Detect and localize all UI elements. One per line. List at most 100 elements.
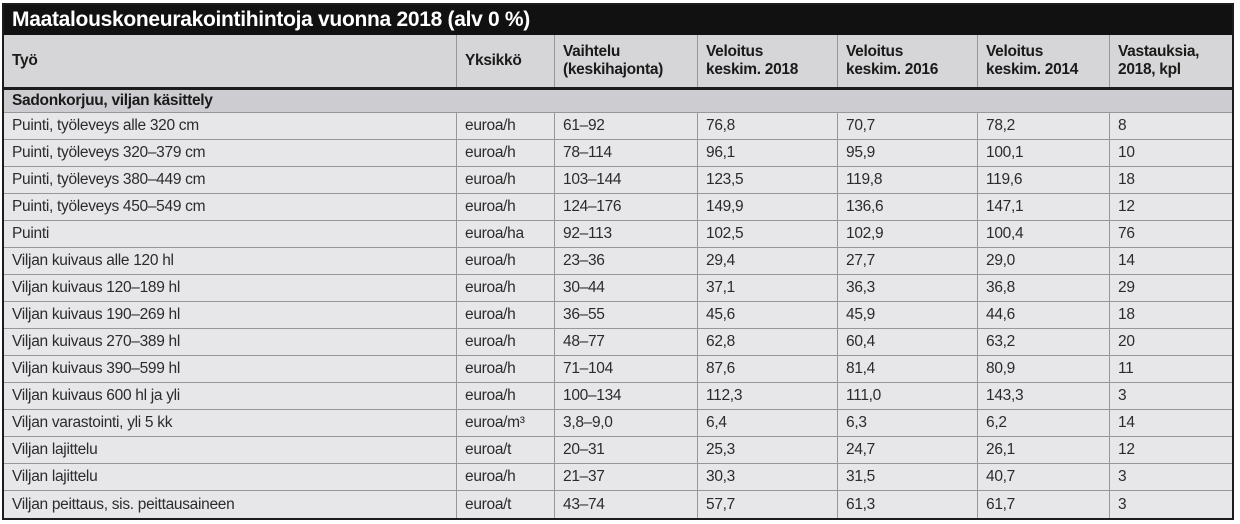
table-cell: euroa/h	[457, 275, 555, 301]
table-row: Puinti, työleveys 320–379 cm euroa/h 78–11…	[4, 140, 1232, 167]
table-cell: 31,5	[838, 464, 978, 490]
table-row: Puinti, työleveys alle 320 cm euroa/h 61–9…	[4, 113, 1232, 140]
table-cell: euroa/h	[457, 302, 555, 328]
table-cell: 96,1	[698, 140, 838, 166]
table-cell: euroa/h	[457, 464, 555, 490]
table-cell: 119,8	[838, 167, 978, 193]
table-cell: 6,3	[838, 410, 978, 436]
table-cell: 48–77	[555, 329, 698, 355]
table-cell: 21–37	[555, 464, 698, 490]
table-cell: 44,6	[978, 302, 1110, 328]
table-cell: euroa/ha	[457, 221, 555, 247]
table-cell: 60,4	[838, 329, 978, 355]
table-cell: 29,4	[698, 248, 838, 274]
table-cell: 143,3	[978, 383, 1110, 409]
column-header: Veloitus keskim. 2014	[978, 35, 1110, 87]
page-title: Maatalouskoneurakointihintoja vuonna 201…	[12, 8, 530, 31]
table-cell: 81,4	[838, 356, 978, 382]
table-cell: 12	[1118, 441, 1135, 458]
table-cell: 3	[1118, 495, 1127, 513]
table-cell: 3	[1118, 387, 1127, 404]
table-cell: 149,9	[698, 194, 838, 220]
table-cell: 36–55	[555, 302, 698, 328]
table-cell: 8	[1118, 117, 1127, 134]
table-cell: 20–31	[555, 437, 698, 463]
table-row: Viljan kuivaus 120–189 hl euroa/h 30–44 37,…	[4, 275, 1232, 302]
table-cell: euroa/h	[457, 194, 555, 220]
table-cell: 25,3	[698, 437, 838, 463]
table-cell: euroa/h	[457, 356, 555, 382]
table-cell: 20	[1118, 333, 1135, 350]
table-cell: Puinti, työleveys 320–379 cm	[4, 140, 457, 166]
table-cell: 61,3	[838, 491, 978, 518]
table-cell: Puinti, työleveys alle 320 cm	[4, 113, 457, 139]
table-cell: 95,9	[838, 140, 978, 166]
table-body: Puinti, työleveys alle 320 cm euroa/h 61–9…	[4, 113, 1232, 518]
table-cell: 45,9	[838, 302, 978, 328]
table-cell: Viljan kuivaus 270–389 hl	[4, 329, 457, 355]
table-cell: Puinti	[4, 221, 457, 247]
table-cell: 26,1	[978, 437, 1110, 463]
table-row: Viljan kuivaus 600 hl ja yli euroa/h 100–1…	[4, 383, 1232, 410]
table-cell: euroa/t	[457, 437, 555, 463]
table-cell: Viljan varastointi, yli 5 kk	[4, 410, 457, 436]
table-cell: 103–144	[555, 167, 698, 193]
table-cell: euroa/h	[457, 140, 555, 166]
column-header: Vastauksia, 2018, kpl	[1118, 43, 1200, 78]
table-cell: 111,0	[838, 383, 978, 409]
table-row: Viljan kuivaus 390–599 hl euroa/h 71–104 87…	[4, 356, 1232, 383]
table-cell: 29,0	[978, 248, 1110, 274]
table-cell: 11	[1118, 360, 1134, 377]
table-cell: 61–92	[555, 113, 698, 139]
table-cell: 100,1	[978, 140, 1110, 166]
table-cell: euroa/h	[457, 113, 555, 139]
table-cell: 14	[1118, 252, 1135, 269]
table-cell: 87,6	[698, 356, 838, 382]
table-cell: 3,8–9,0	[555, 410, 698, 436]
table-cell: 57,7	[698, 491, 838, 518]
table-cell: 30–44	[555, 275, 698, 301]
table-cell: 18	[1118, 171, 1135, 188]
table-cell: euroa/h	[457, 248, 555, 274]
table-cell: 112,3	[698, 383, 838, 409]
table-cell: Viljan peittaus, sis. peittausaineen	[4, 491, 457, 518]
table-row: Puinti, työleveys 380–449 cm euroa/h 103–1…	[4, 167, 1232, 194]
column-header: Yksikkö	[457, 35, 555, 87]
table-cell: 102,5	[698, 221, 838, 247]
table-cell: 76,8	[698, 113, 838, 139]
table-row: Viljan lajittelu euroa/h 21–37 30,3 31,5 40,7…	[4, 464, 1232, 491]
table-cell: 45,6	[698, 302, 838, 328]
table-cell: 29	[1118, 279, 1135, 296]
price-table: Maatalouskoneurakointihintoja vuonna 201…	[2, 3, 1234, 520]
table-cell: Viljan kuivaus 390–599 hl	[4, 356, 457, 382]
table-cell: 24,7	[838, 437, 978, 463]
table-cell: 12	[1118, 198, 1135, 215]
table-row: Viljan kuivaus 270–389 hl euroa/h 48–77 62,…	[4, 329, 1232, 356]
table-cell: Viljan kuivaus 120–189 hl	[4, 275, 457, 301]
table-cell: 30,3	[698, 464, 838, 490]
table-cell: euroa/m³	[457, 410, 555, 436]
table-cell: 78–114	[555, 140, 698, 166]
table-cell: 63,2	[978, 329, 1110, 355]
table-cell: 123,5	[698, 167, 838, 193]
table-cell: 27,7	[838, 248, 978, 274]
table-cell: 119,6	[978, 167, 1110, 193]
table-cell: 62,8	[698, 329, 838, 355]
table-row: Viljan peittaus, sis. peittausaineen euro…	[4, 491, 1232, 518]
table-cell: 124–176	[555, 194, 698, 220]
table-cell: Viljan lajittelu	[4, 437, 457, 463]
title-bar: Maatalouskoneurakointihintoja vuonna 201…	[4, 5, 1232, 35]
table-cell: 100–134	[555, 383, 698, 409]
table-cell: 3	[1118, 468, 1127, 485]
table-cell: 6,4	[698, 410, 838, 436]
table-row: Puinti, työleveys 450–549 cm euroa/h 124–1…	[4, 194, 1232, 221]
table-row: Viljan lajittelu euroa/t 20–31 25,3 24,7 26,1…	[4, 437, 1232, 464]
table-cell: 37,1	[698, 275, 838, 301]
table-cell: 78,2	[978, 113, 1110, 139]
table-cell: euroa/t	[457, 491, 555, 518]
table-cell: 100,4	[978, 221, 1110, 247]
table-cell: Puinti, työleveys 450–549 cm	[4, 194, 457, 220]
table-cell: 147,1	[978, 194, 1110, 220]
table-cell: 23–36	[555, 248, 698, 274]
section-row: Sadonkorjuu, viljan käsittely	[4, 90, 1232, 113]
